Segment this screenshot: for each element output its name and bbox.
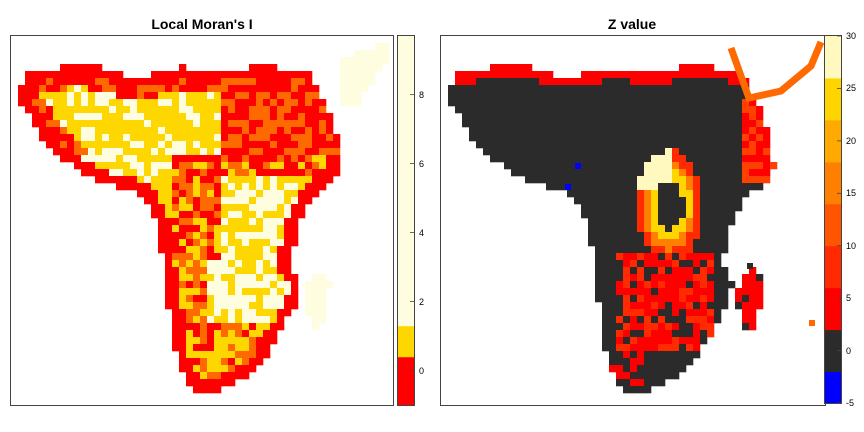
- left-chart-panel: Local Moran's I 0 2 4 6 8: [10, 16, 425, 406]
- legend-tick-label: 4: [419, 227, 425, 238]
- legend-tick-label: 0: [419, 365, 425, 376]
- legend-tick-label: 8: [419, 89, 425, 100]
- legend-color-bar: [398, 36, 414, 405]
- legend-tick-label: 6: [419, 158, 425, 169]
- legend-tick-label: 25: [846, 83, 857, 94]
- legend-tick-label: 30: [846, 31, 857, 41]
- legend-tick-label: 0: [846, 345, 852, 356]
- legend-swatch: [825, 329, 841, 373]
- right-chart-panel: Z value -5 0 5 10 15 20 25 30: [432, 0, 864, 432]
- legend-tick-label: 20: [846, 135, 857, 146]
- legend-swatch: [825, 36, 841, 79]
- legend-tick-label: 2: [419, 296, 425, 307]
- chart-title: Z value: [607, 16, 657, 32]
- z-value-heatmap: [448, 40, 825, 394]
- heatmap-plot-area: [440, 35, 826, 406]
- legend-swatch: [825, 287, 841, 331]
- legend-tick-label: 5: [846, 293, 852, 304]
- color-legend: [397, 35, 415, 406]
- legend-swatch: [398, 325, 414, 358]
- morans-i-heatmap: [18, 43, 390, 394]
- legend-swatch: [825, 161, 841, 205]
- legend-swatch: [825, 203, 841, 247]
- legend-swatch: [398, 36, 414, 327]
- chart-title: Local Moran's I: [151, 16, 253, 32]
- legend-swatch: [825, 371, 841, 403]
- legend-tick-label: 10: [846, 240, 857, 251]
- heatmap-plot-area: [10, 35, 394, 406]
- legend-swatch: [825, 77, 841, 121]
- color-legend: [824, 35, 842, 404]
- legend-swatch: [398, 356, 414, 405]
- legend-swatch: [825, 245, 841, 289]
- legend-tick-label: -5: [846, 398, 855, 408]
- legend-swatch: [825, 119, 841, 163]
- legend-color-bar: [825, 36, 841, 403]
- legend-tick-label: 15: [846, 188, 857, 199]
